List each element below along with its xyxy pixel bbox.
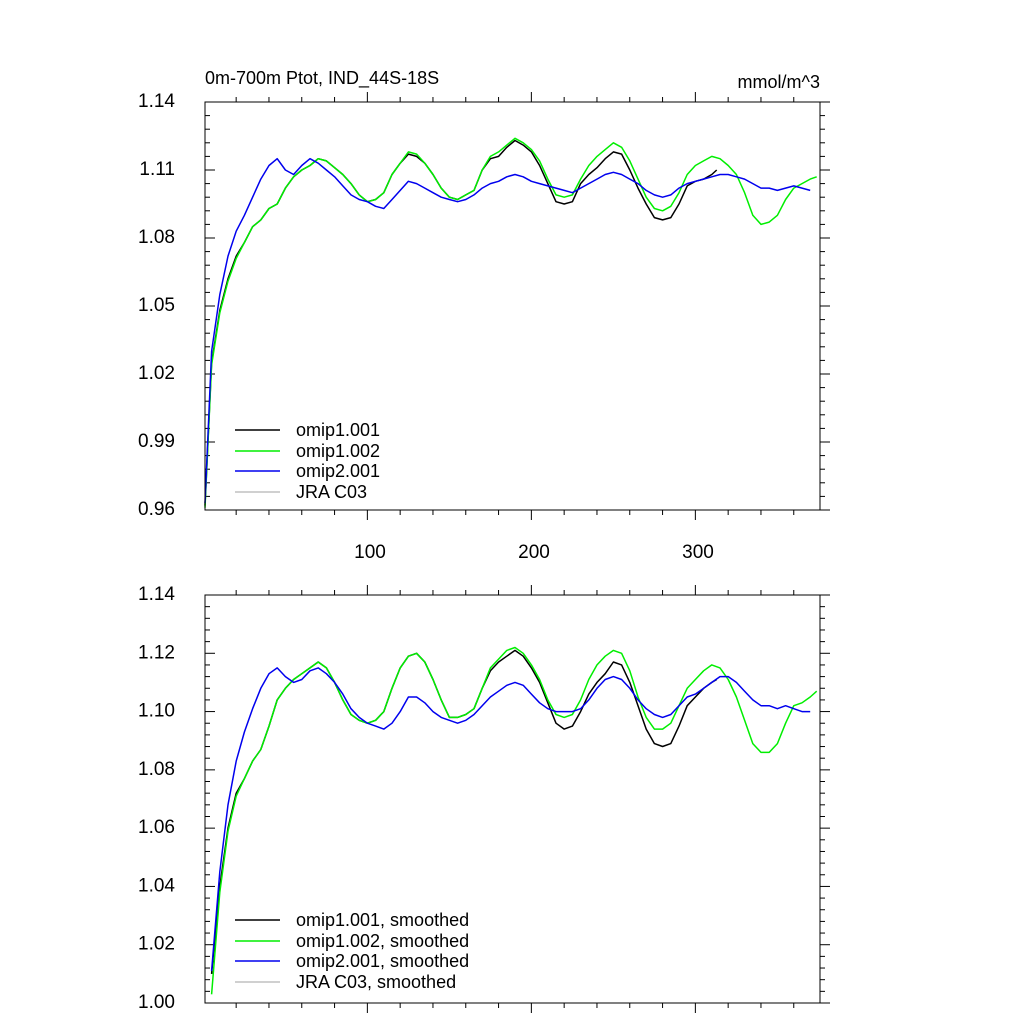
legend-label-omip1-002: omip1.002 [296, 441, 380, 461]
y-tick-label: 1.11 [139, 159, 175, 180]
bottom-panel: 1.00 1.02 1.04 1.06 1.08 1.10 1.12 1.14 … [138, 584, 830, 1013]
y-tick-label: 1.04 [138, 875, 175, 896]
series-line-omip1-002-smoothed [210, 646, 818, 995]
top-panel-x-tick-labels: 100 200 300 [354, 542, 714, 563]
top-panel-tick-marks [205, 92, 830, 520]
x-tick-label: 200 [518, 542, 550, 563]
y-tick-label: 1.02 [138, 363, 175, 384]
legend-label-jra-c03-smoothed: JRA C03, smoothed [296, 972, 456, 992]
top-panel-legend: omip1.001 omip1.002 omip2.001 JRA C03 [235, 420, 380, 502]
series-line-omip2-001 [204, 157, 811, 504]
bottom-panel-series [210, 646, 818, 995]
series-line-omip2-001-smoothed [210, 667, 811, 971]
bottom-panel-legend: omip1.001, smoothed omip1.002, smoothed … [235, 910, 469, 992]
legend-label-jra-c03: JRA C03 [296, 482, 367, 502]
legend-label-omip2-001-smoothed: omip2.001, smoothed [296, 951, 469, 971]
y-tick-label: 1.00 [138, 992, 175, 1013]
y-tick-label: 1.12 [138, 642, 175, 663]
y-tick-label: 0.99 [138, 431, 175, 452]
y-tick-label: 1.10 [138, 701, 175, 722]
top-panel-frame [204, 101, 821, 511]
y-tick-label: 1.06 [138, 817, 175, 838]
bottom-panel-frame [204, 594, 821, 1004]
top-panel-series [204, 137, 817, 508]
legend-label-omip2-001: omip2.001 [296, 461, 380, 481]
legend-label-omip1-002-smoothed: omip1.002, smoothed [296, 931, 469, 951]
y-tick-label: 1.14 [138, 584, 175, 605]
series-line-omip1-002 [204, 137, 817, 508]
legend-label-omip1-001: omip1.001 [296, 420, 380, 440]
y-tick-label: 1.08 [138, 227, 175, 248]
y-tick-label: 1.02 [138, 934, 175, 955]
y-tick-label: 1.14 [138, 91, 175, 112]
legend-label-omip1-001-smoothed: omip1.001, smoothed [296, 910, 469, 930]
y-tick-label: 1.08 [138, 759, 175, 780]
top-panel-y-tick-labels: 0.96 0.99 1.02 1.05 1.08 1.11 1.14 [138, 91, 175, 520]
x-tick-label: 300 [682, 542, 714, 563]
y-tick-label: 1.05 [138, 295, 175, 316]
top-panel-title: 0m-700m Ptot, IND_44S-18S [205, 68, 439, 89]
x-tick-label: 100 [354, 542, 386, 563]
top-panel-units: mmol/m^3 [738, 72, 820, 92]
top-panel: 0m-700m Ptot, IND_44S-18S mmol/m^3 0.96 … [138, 68, 830, 563]
y-tick-label: 0.96 [138, 499, 175, 520]
bottom-panel-tick-marks [205, 585, 830, 1013]
bottom-panel-y-tick-labels: 1.00 1.02 1.04 1.06 1.08 1.10 1.12 1.14 [138, 584, 175, 1013]
